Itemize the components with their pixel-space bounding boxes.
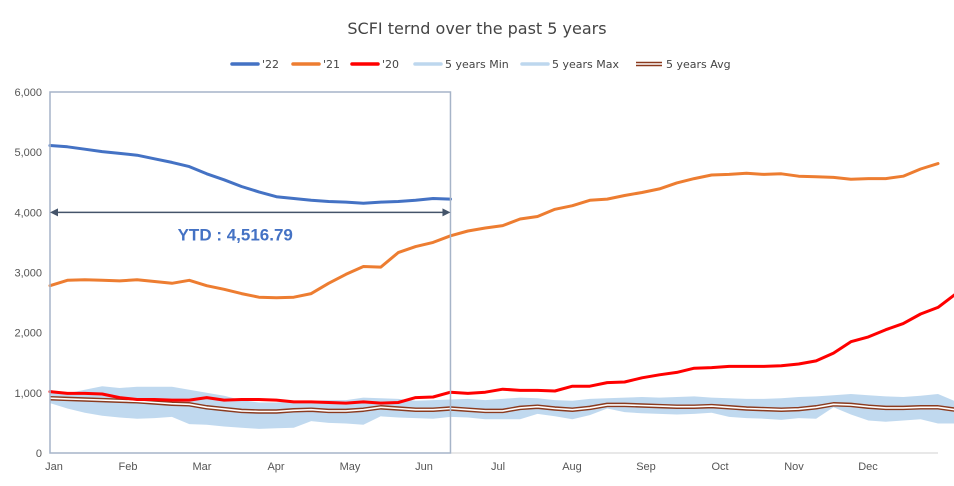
legend-item: '21 xyxy=(291,58,340,71)
x-tick-label: Jan xyxy=(45,461,63,473)
legend-label: 5 years Min xyxy=(445,58,509,71)
legend-label: 5 years Max xyxy=(552,58,619,71)
legend-item: 5 years Max xyxy=(520,58,619,71)
legend-item: '20 xyxy=(350,58,399,71)
y-tick-label: 1,000 xyxy=(14,388,42,400)
x-tick-label: Nov xyxy=(784,461,804,473)
x-tick-label: Feb xyxy=(119,461,138,473)
y-tick-label: 5,000 xyxy=(14,147,42,159)
y-tick-label: 3,000 xyxy=(14,268,42,280)
y-tick-label: 4,000 xyxy=(14,207,42,219)
x-tick-label: May xyxy=(340,461,361,473)
x-tick-label: Aug xyxy=(562,461,582,473)
series-line-5-years-avg-inner xyxy=(49,397,954,413)
series-line-22 xyxy=(48,144,452,205)
min-max-band xyxy=(50,386,954,429)
x-tick-label: Jun xyxy=(415,461,433,473)
x-tick-label: Mar xyxy=(193,461,212,473)
legend-label: '21 xyxy=(323,58,340,71)
legend-label: '20 xyxy=(382,58,399,71)
ytd-arrow-head-left xyxy=(50,208,58,217)
ytd-box xyxy=(49,91,452,454)
ytd-annotation-label: YTD : 4,516.79 xyxy=(178,225,293,244)
y-tick-label: 0 xyxy=(36,448,42,460)
x-tick-label: Sep xyxy=(636,461,656,473)
legend-label: '22 xyxy=(262,58,279,71)
x-tick-label: Apr xyxy=(267,461,284,473)
ytd-arrow-head-right xyxy=(442,208,451,217)
legend-item: '22 xyxy=(230,58,279,71)
x-tick-label: Jul xyxy=(491,461,505,473)
legend-label: 5 years Avg xyxy=(666,58,731,71)
chart-title: SCFI ternd over the past 5 years xyxy=(347,19,606,38)
x-tick-label: Oct xyxy=(711,461,728,473)
plot-area: 0 1,000 2,000 3,000 4,000 5,000 6,000 Jan Feb Mar… xyxy=(14,87,954,473)
y-tick-label: 6,000 xyxy=(14,87,42,99)
legend: '22 '21 '20 5 years Min 5 years Max 5 years A… xyxy=(230,58,731,71)
legend-item: 5 years Avg xyxy=(636,58,731,71)
series-line-21 xyxy=(48,162,940,300)
y-tick-label: 2,000 xyxy=(14,328,42,340)
x-tick-label: Dec xyxy=(858,461,878,473)
legend-item: 5 years Min xyxy=(413,58,509,71)
series-line-20 xyxy=(48,293,954,405)
